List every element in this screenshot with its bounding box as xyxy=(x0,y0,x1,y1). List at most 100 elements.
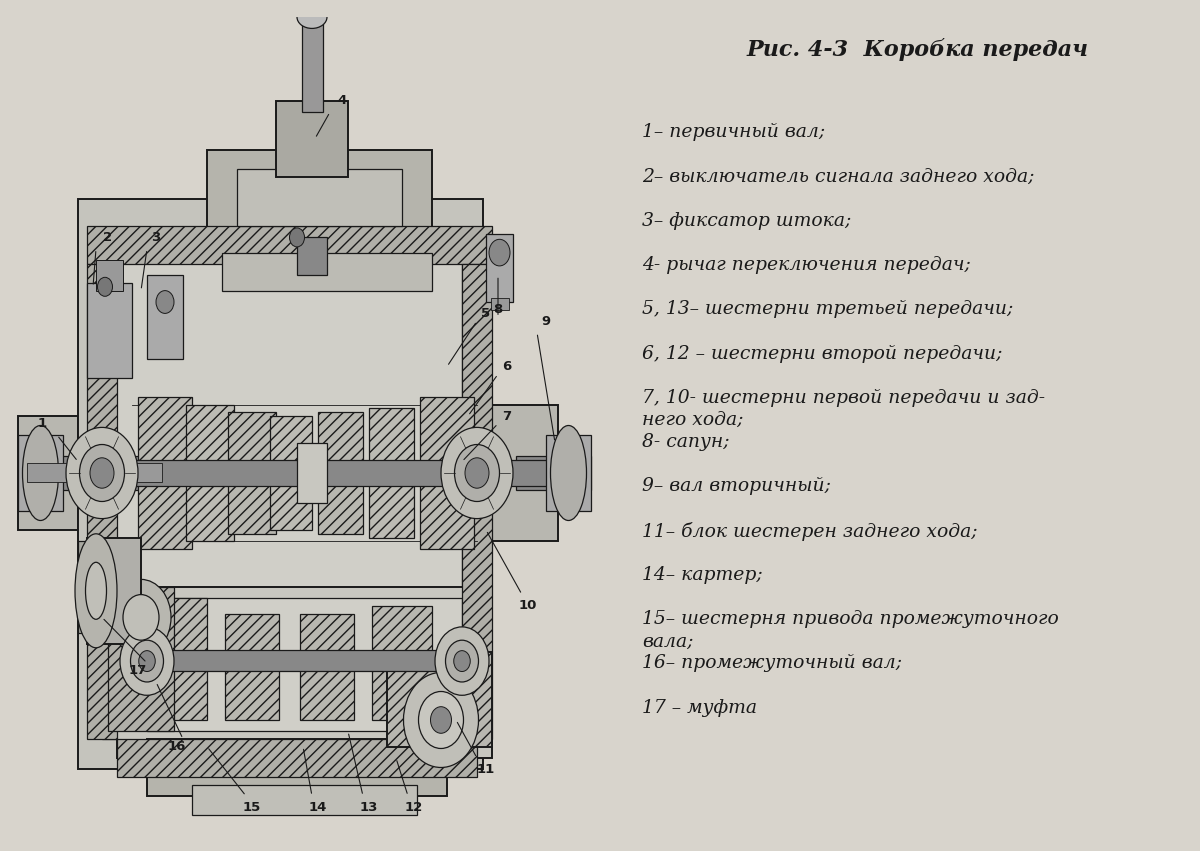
Bar xyxy=(270,416,312,530)
Bar xyxy=(386,652,492,746)
Ellipse shape xyxy=(436,627,490,695)
Bar xyxy=(88,538,142,644)
Text: 8: 8 xyxy=(493,303,503,316)
Bar xyxy=(238,169,402,226)
Ellipse shape xyxy=(124,595,158,640)
Bar xyxy=(132,649,478,671)
Bar xyxy=(208,150,432,264)
Text: 17 – муфта: 17 – муфта xyxy=(642,699,757,717)
Bar xyxy=(148,598,208,720)
Ellipse shape xyxy=(74,534,118,648)
Text: 16: 16 xyxy=(168,740,186,753)
Text: 14– картер;: 14– картер; xyxy=(642,566,763,584)
Ellipse shape xyxy=(442,427,514,518)
Bar xyxy=(228,412,276,534)
Ellipse shape xyxy=(112,580,172,655)
Text: 2– выключатель сигнала заднего хода;: 2– выключатель сигнала заднего хода; xyxy=(642,168,1034,186)
Text: 15– шестерня привода промежуточного
вала;: 15– шестерня привода промежуточного вала… xyxy=(642,610,1058,650)
Bar xyxy=(148,276,182,359)
Text: 9– вал вторичный;: 9– вал вторичный; xyxy=(642,477,830,495)
Ellipse shape xyxy=(90,458,114,488)
Bar xyxy=(118,587,492,758)
Ellipse shape xyxy=(23,426,59,521)
Ellipse shape xyxy=(66,427,138,518)
Circle shape xyxy=(97,277,113,296)
Text: 1: 1 xyxy=(37,417,47,430)
Bar xyxy=(370,408,414,538)
Circle shape xyxy=(156,290,174,313)
Text: 13: 13 xyxy=(360,801,378,814)
Ellipse shape xyxy=(131,640,163,682)
Bar xyxy=(420,397,474,549)
Bar xyxy=(186,404,234,541)
Text: 4- рычаг переключения передач;: 4- рычаг переключения передач; xyxy=(642,256,971,274)
Bar xyxy=(192,785,418,815)
Ellipse shape xyxy=(419,692,463,749)
Ellipse shape xyxy=(139,651,155,671)
Bar xyxy=(108,587,174,731)
Bar xyxy=(276,100,348,177)
Ellipse shape xyxy=(298,6,326,28)
Bar xyxy=(78,199,482,769)
Bar xyxy=(88,460,552,486)
Text: 5: 5 xyxy=(481,307,491,320)
Ellipse shape xyxy=(431,706,451,734)
Bar xyxy=(102,245,462,739)
Bar xyxy=(78,541,94,632)
Text: 16– промежуточный вал;: 16– промежуточный вал; xyxy=(642,654,902,672)
Bar xyxy=(18,456,162,490)
Bar xyxy=(148,598,462,731)
Text: 7: 7 xyxy=(503,409,511,422)
Bar xyxy=(18,435,64,511)
Bar xyxy=(300,614,354,720)
Text: 4: 4 xyxy=(337,94,347,107)
Text: Рис. 4-3  Коробка передач: Рис. 4-3 Коробка передач xyxy=(746,38,1090,61)
Text: 5, 13– шестерни третьей передачи;: 5, 13– шестерни третьей передачи; xyxy=(642,300,1013,318)
Bar xyxy=(18,416,78,530)
Ellipse shape xyxy=(454,651,470,671)
Text: 8- сапун;: 8- сапун; xyxy=(642,433,730,451)
Ellipse shape xyxy=(85,563,107,620)
Text: 2: 2 xyxy=(103,231,113,244)
Text: 12: 12 xyxy=(404,801,424,814)
Bar xyxy=(298,443,326,504)
Text: 15: 15 xyxy=(242,801,262,814)
Bar xyxy=(482,404,558,541)
Ellipse shape xyxy=(551,426,587,521)
Text: 6, 12 – шестерни второй передачи;: 6, 12 – шестерни второй передачи; xyxy=(642,345,1002,363)
Bar xyxy=(118,739,478,777)
Bar xyxy=(88,264,118,739)
Bar xyxy=(88,226,492,264)
Text: 17: 17 xyxy=(128,664,148,677)
Bar xyxy=(96,260,124,290)
Ellipse shape xyxy=(455,444,499,501)
Bar xyxy=(148,739,446,796)
Text: 11: 11 xyxy=(476,762,496,776)
Bar xyxy=(318,412,364,534)
Bar xyxy=(491,298,509,310)
Bar xyxy=(486,234,514,302)
Bar xyxy=(88,283,132,378)
Bar xyxy=(28,464,162,483)
Bar xyxy=(138,397,192,549)
Bar xyxy=(372,606,432,720)
Bar xyxy=(222,253,432,290)
Ellipse shape xyxy=(79,444,125,501)
Bar xyxy=(462,264,492,739)
Text: 3– фиксатор штока;: 3– фиксатор штока; xyxy=(642,212,851,230)
Bar xyxy=(516,456,592,490)
Ellipse shape xyxy=(289,0,335,19)
Text: 11– блок шестерен заднего хода;: 11– блок шестерен заднего хода; xyxy=(642,522,978,540)
Ellipse shape xyxy=(120,627,174,695)
Text: 9: 9 xyxy=(541,315,551,328)
Ellipse shape xyxy=(466,458,490,488)
Bar xyxy=(298,237,326,276)
Text: 6: 6 xyxy=(503,360,511,373)
Ellipse shape xyxy=(445,640,479,682)
Ellipse shape xyxy=(403,672,479,768)
Bar xyxy=(546,435,592,511)
Text: 10: 10 xyxy=(518,599,538,613)
Bar xyxy=(226,614,278,720)
Text: 1– первичный вал;: 1– первичный вал; xyxy=(642,123,826,141)
Text: 14: 14 xyxy=(308,801,328,814)
